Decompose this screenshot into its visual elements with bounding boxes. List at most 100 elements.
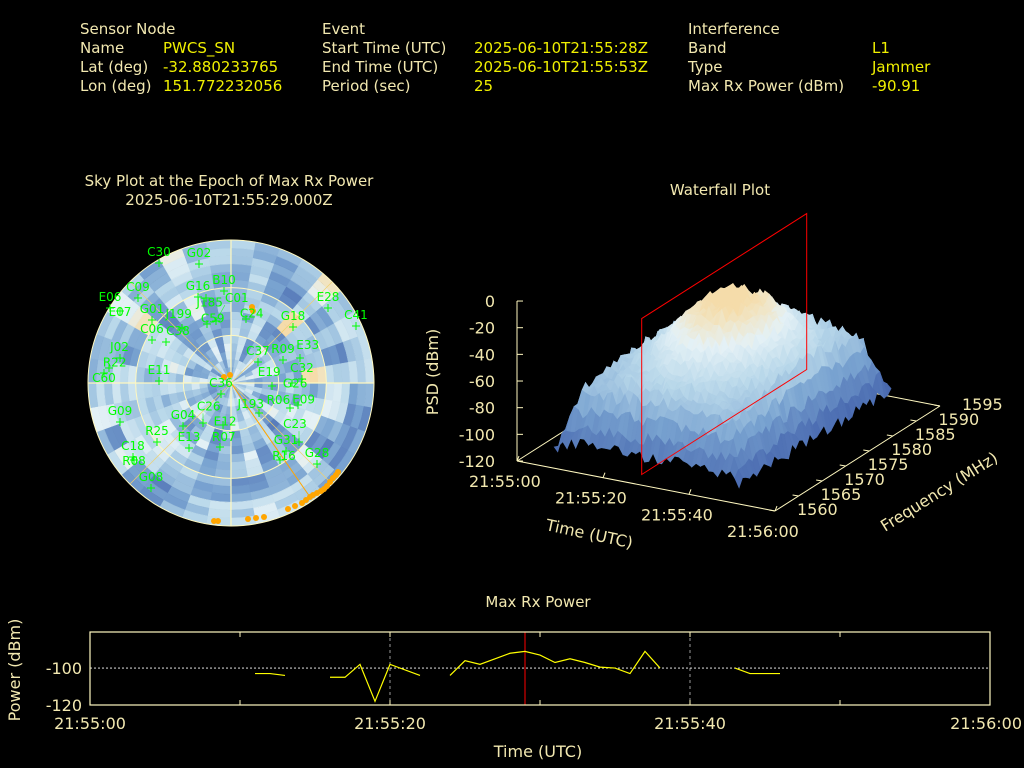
power-label: Max Rx Power (dBm) — [688, 77, 844, 95]
satellite-label-R09: R09 — [271, 342, 295, 356]
freq-tick — [816, 479, 823, 482]
end-value: 2025-06-10T21:55:53Z — [474, 58, 648, 76]
satellite-label-C23: C23 — [283, 417, 307, 431]
freq-tick-label: 1560 — [797, 500, 838, 519]
satellite-label-R08: R08 — [122, 454, 146, 468]
freq-tick-label: 1595 — [962, 395, 1003, 414]
freq-tick — [933, 404, 941, 407]
satellite-marker-G01 — [148, 316, 156, 324]
time-tick-label: 21:55:00 — [469, 472, 541, 491]
satellite-label-C36: C36 — [209, 376, 233, 390]
satellite-marker-E09 — [294, 401, 302, 409]
skyplot-cell — [183, 382, 193, 392]
power-series-segment — [255, 672, 286, 677]
satellite-marker-G18 — [289, 323, 297, 331]
satellite-label-G02: G02 — [187, 246, 212, 260]
end-label: End Time (UTC) — [322, 58, 438, 76]
satellite-marker-C41 — [352, 322, 360, 330]
satellite-label-B10: B10 — [212, 273, 236, 287]
skyplot-cell — [230, 327, 241, 337]
skyplot-cell — [151, 382, 161, 398]
skyplot-cell — [222, 335, 232, 345]
satellite-marker-C32 — [298, 375, 306, 383]
satellite-label-R22: R22 — [103, 356, 127, 370]
satellite-marker-G08 — [147, 484, 155, 492]
waterfall-title: Waterfall Plot — [670, 181, 770, 199]
event-title: Event — [322, 20, 365, 38]
satellite-marker-R09 — [279, 356, 287, 364]
frequency-axis — [774, 405, 941, 512]
freq-tick-label: 1580 — [891, 440, 932, 459]
satellite-label-G09: G09 — [108, 404, 133, 418]
skyplot-cell — [191, 382, 200, 391]
satellite-label-E09: E09 — [292, 393, 315, 407]
freq-tick-label: 1570 — [844, 470, 885, 489]
skyplot-cell — [159, 382, 169, 396]
period-label: Period (sec) — [322, 77, 411, 95]
waterfall-zlabel: PSD (dBm) — [423, 329, 442, 415]
type-label: Type — [687, 58, 722, 76]
skyplot-cell — [143, 382, 154, 399]
satellite-label-J185: J185 — [195, 295, 222, 309]
satellite-label-G31: G31 — [274, 433, 299, 447]
satellite-label-C30: C30 — [147, 245, 171, 259]
satellite-marker-C09 — [134, 294, 142, 302]
satellite-marker-E07 — [116, 307, 124, 315]
satellite-label-C24: C24 — [240, 307, 264, 321]
time-tick-label: 21:55:40 — [641, 505, 713, 524]
time-tick — [602, 472, 606, 478]
azimuth-spoke — [129, 281, 232, 384]
freq-tick — [863, 449, 870, 452]
skyplot-cell — [216, 453, 232, 463]
skyplot-cell — [175, 382, 185, 393]
skyplot-cell — [230, 319, 243, 329]
satellite-marker-E28 — [324, 304, 332, 312]
freq-tick-label: 1590 — [938, 410, 979, 429]
satellite-label-G18: G18 — [281, 309, 306, 323]
max-rx-power-chart: 21:55:00 21:55:20 21:55:40 21:56:00 -100 -120 — [46, 631, 1022, 733]
satellite-marker-R07 — [216, 443, 224, 451]
plot-frame — [89, 631, 991, 706]
header-event: Event Start Time (UTC) 2025-06-10T21:55:… — [322, 20, 648, 95]
satellite-label-C32: C32 — [290, 361, 314, 375]
interference-point — [215, 518, 221, 524]
skyplot-cell — [230, 460, 247, 471]
satellite-marker-R06 — [286, 404, 294, 412]
skyplot-cell — [215, 460, 232, 471]
azimuth-spoke — [129, 382, 232, 485]
satellite-label-E06: E06 — [99, 290, 122, 304]
band-value: L1 — [872, 39, 890, 57]
satellite-label-R06: R06 — [267, 393, 291, 407]
satellite-marker-C24 — [242, 315, 250, 323]
satellite-marker-R22 — [105, 364, 113, 372]
satellite-leader-line — [215, 304, 226, 322]
satellite-marker-C36 — [217, 390, 225, 398]
interference-point — [250, 308, 256, 314]
satellite-marker-C60 — [100, 369, 108, 377]
freq-tick-label: 1575 — [868, 455, 909, 474]
interference-point — [335, 469, 341, 475]
satellite-marker-R25 — [153, 438, 161, 446]
line-xlabel: Time (UTC) — [493, 742, 582, 761]
satellite-label-C59: C59 — [201, 312, 225, 326]
x-tick-label: 21:55:00 — [54, 714, 126, 733]
name-value: PWCS_SN — [163, 39, 235, 58]
z-tick-label: -60 — [469, 372, 495, 391]
satellite-label-R16: R16 — [272, 449, 296, 463]
satellite-marker-J193 — [255, 409, 263, 417]
type-value: Jammer — [871, 58, 931, 76]
satellite-label-E13: E13 — [178, 430, 201, 444]
power-value: -90.91 — [872, 77, 920, 95]
header-sensor-node: Sensor Node Name PWCS_SN Lat (deg) -32.8… — [80, 20, 282, 95]
satellite-label-J199: J199 — [164, 307, 191, 321]
satellite-label-G26: G26 — [283, 377, 308, 391]
interference-title: Interference — [688, 20, 780, 38]
satellite-marker-G09 — [116, 418, 124, 426]
epoch-marker-plane — [641, 212, 808, 476]
satellite-marker-C01 — [212, 317, 220, 325]
satellite-marker-E12 — [219, 421, 227, 429]
satellite-label-C38: C38 — [166, 324, 190, 338]
